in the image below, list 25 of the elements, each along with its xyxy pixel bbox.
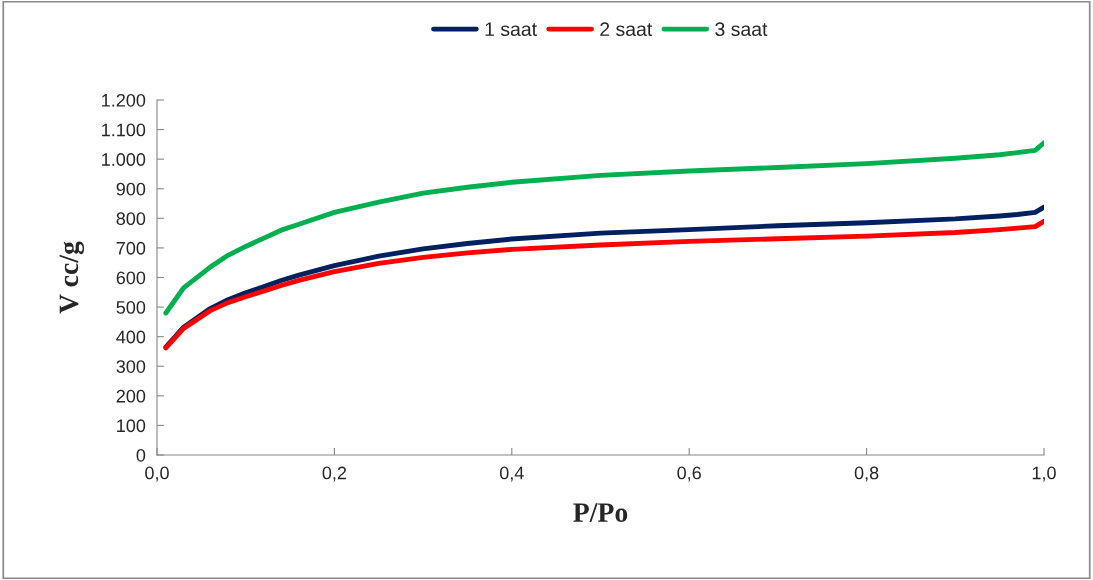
y-tick-label: 900 bbox=[116, 182, 146, 196]
x-tick-label: 0,4 bbox=[499, 466, 524, 482]
x-tick-label: 0,6 bbox=[677, 466, 701, 482]
y-tick-label: 800 bbox=[116, 212, 146, 226]
x-axis-title: P/Po bbox=[573, 503, 628, 522]
x-tick-label: 1,0 bbox=[1032, 466, 1056, 482]
y-tick-label: 600 bbox=[116, 271, 146, 285]
x-tick-label: 0,8 bbox=[854, 466, 879, 482]
y-tick-label: 300 bbox=[116, 360, 146, 373]
y-tick-label: 1.000 bbox=[102, 153, 146, 166]
y-axis-title: V cc/g bbox=[59, 241, 85, 314]
legend-label: 2 saat bbox=[600, 22, 653, 37]
x-tick-label: 0,0 bbox=[145, 466, 169, 482]
legend-label: 3 saat bbox=[715, 22, 768, 37]
y-tick-label: 200 bbox=[116, 389, 146, 403]
y-tick-label: 1.200 bbox=[102, 93, 146, 107]
line-series bbox=[163, 140, 1044, 316]
x-tick-label: 0,2 bbox=[322, 466, 347, 482]
y-tick-label: 700 bbox=[116, 241, 146, 255]
y-tick-label: 500 bbox=[116, 301, 146, 314]
y-tick-label: 1.100 bbox=[102, 123, 146, 137]
y-tick-label: 100 bbox=[117, 419, 146, 433]
y-tick-label: 0 bbox=[136, 448, 146, 462]
y-tick-label: 400 bbox=[116, 330, 146, 344]
legend-label: 1 saat bbox=[485, 22, 537, 37]
